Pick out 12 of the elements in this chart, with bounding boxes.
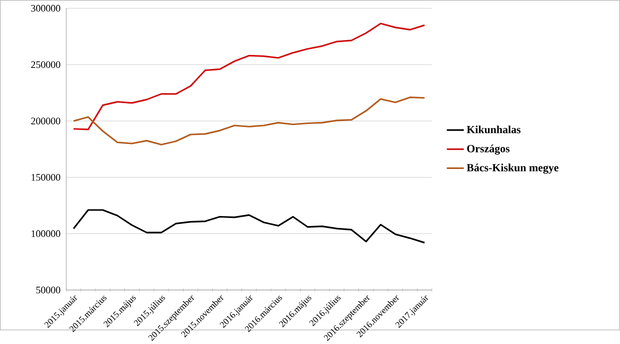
legend-label: Bács-Kiskun megye (466, 164, 558, 174)
y-tick-label: 200000 (31, 118, 60, 124)
y-tick-label: 300000 (31, 4, 60, 12)
y-tick-label: 150000 (32, 174, 60, 181)
line-series (72, 22, 426, 130)
y-tick-label: 100000 (32, 230, 60, 237)
line-series (72, 209, 426, 244)
line-series (72, 96, 426, 146)
y-tick-label: 50000 (36, 286, 60, 294)
y-tick-label: 250000 (31, 61, 60, 68)
legend-label: Kikunhalas (466, 126, 521, 134)
legend-label: Országos (467, 144, 510, 155)
